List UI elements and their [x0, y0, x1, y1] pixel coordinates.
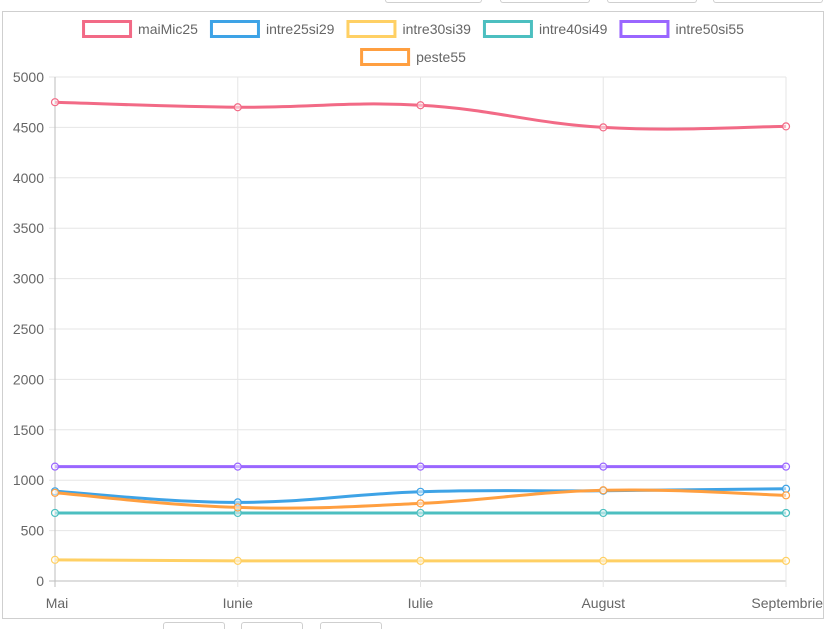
legend-label-intre50si55: intre50si55	[675, 21, 744, 37]
y-tick-label: 1500	[13, 422, 44, 438]
data-point-intre30si39	[233, 556, 242, 565]
data-point-intre40si49	[416, 508, 425, 518]
data-point-maiMic25	[50, 98, 60, 107]
data-point-intre30si39	[599, 556, 608, 565]
data-point-intre40si49	[599, 508, 608, 518]
data-point-intre30si39	[781, 556, 791, 565]
y-tick-label: 4000	[13, 170, 44, 186]
data-point-intre30si39	[50, 555, 60, 564]
grid	[49, 76, 787, 587]
data-point-maiMic25	[233, 103, 242, 112]
y-tick-label: 500	[21, 523, 45, 539]
series-points	[50, 98, 791, 565]
x-tick-label: Iunie	[223, 595, 254, 611]
legend-label-peste55: peste55	[416, 49, 466, 65]
y-tick-label: 4500	[13, 119, 44, 135]
y-tick-label: 2000	[13, 371, 44, 387]
data-point-intre50si55	[599, 462, 608, 471]
y-tick-label: 5000	[13, 69, 44, 85]
y-tick-label: 3000	[13, 271, 44, 287]
legend: maiMic25 intre25si29 intre30si39 intre40si4…	[82, 20, 744, 66]
legend-swatch-intre30si39	[346, 20, 397, 38]
legend-label-intre30si39: intre30si39	[402, 21, 471, 37]
data-point-maiMic25	[599, 123, 608, 132]
bottom-tab	[320, 622, 382, 629]
data-point-intre50si55	[50, 462, 60, 471]
legend-swatch-intre50si55	[619, 20, 670, 38]
y-tick-label: 3500	[13, 220, 44, 236]
x-tick-label: August	[581, 595, 625, 611]
legend-label-intre25si29: intre25si29	[266, 21, 335, 37]
x-axis: Mai Iunie Iulie August Septembrie	[46, 595, 823, 611]
x-tick-label: Septembrie	[751, 595, 823, 611]
data-point-intre40si49	[781, 508, 791, 518]
data-point-peste55	[233, 503, 242, 512]
data-point-peste55	[50, 488, 60, 497]
data-point-intre50si55	[416, 462, 425, 471]
data-point-maiMic25	[781, 122, 791, 131]
legend-label-maiMic25: maiMic25	[138, 21, 198, 37]
chart-panel	[2, 11, 824, 619]
legend-swatch-maiMic25	[82, 20, 133, 38]
y-tick-label: 2500	[13, 321, 44, 337]
legend-swatch-intre25si29	[209, 20, 260, 38]
y-tick-label: 0	[36, 573, 44, 589]
y-axis: 0 500 1000 1500 2000 2500 3000 3500 4000 4500 5000	[13, 69, 44, 589]
bottom-tab	[241, 622, 303, 629]
y-tick-label: 1000	[13, 472, 44, 488]
data-point-intre40si49	[50, 508, 60, 518]
data-point-intre25si29	[781, 484, 791, 493]
x-tick-label: Mai	[46, 595, 69, 611]
top-tab	[713, 0, 823, 3]
data-point-intre30si39	[416, 556, 425, 565]
data-point-maiMic25	[416, 101, 425, 110]
data-point-intre50si55	[233, 462, 242, 471]
bottom-tab	[163, 622, 225, 629]
top-tab	[607, 0, 697, 3]
top-tab	[500, 0, 590, 3]
data-point-peste55	[416, 499, 425, 508]
x-tick-label: Iulie	[408, 595, 434, 611]
legend-label-intre40si49: intre40si49	[539, 21, 608, 37]
legend-swatch-intre40si49	[482, 20, 533, 38]
data-point-intre50si55	[781, 462, 791, 471]
top-tab	[385, 0, 482, 3]
legend-swatch-peste55	[360, 48, 411, 66]
data-point-peste55	[599, 486, 608, 495]
data-point-peste55	[781, 491, 791, 500]
data-point-intre25si29	[416, 487, 425, 496]
